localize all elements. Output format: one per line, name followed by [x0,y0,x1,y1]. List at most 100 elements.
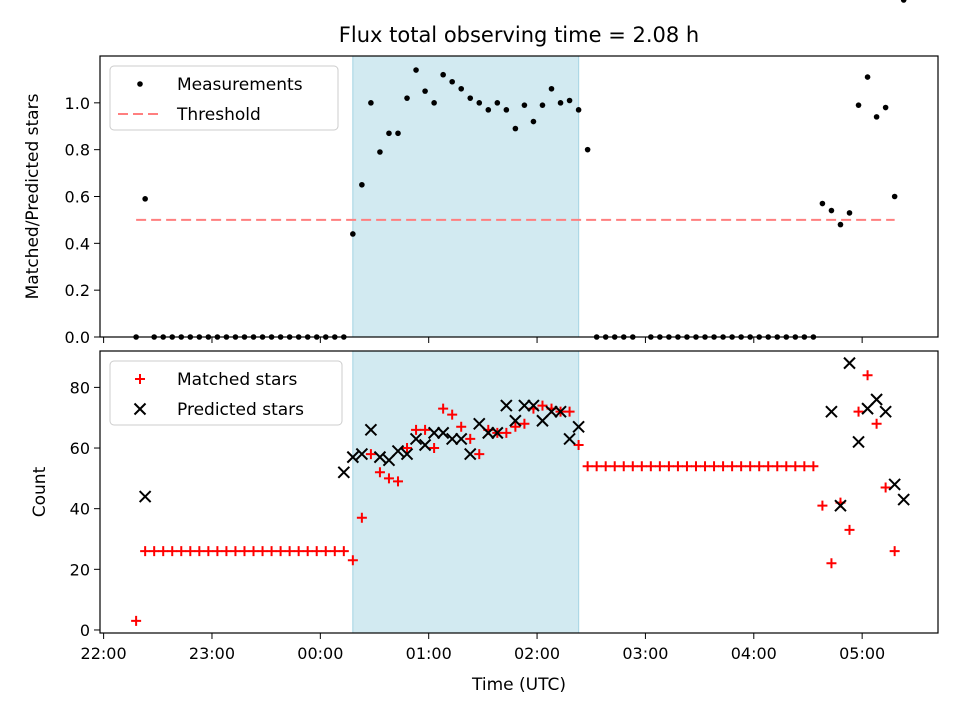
measurement-point [828,207,835,214]
measurement-point [846,210,853,216]
x-tick-label: 00:00 [297,644,343,663]
matched-stars-point [203,546,214,557]
legend-frame [109,65,339,131]
matched-stars-point [329,546,340,557]
matched-stars-point [140,546,151,557]
predicted-stars-point [409,432,423,446]
predicted-stars-point [500,399,513,412]
matched-stars-point [690,461,701,472]
measurement-point [386,130,392,137]
x-tick-label: 22:00 [81,644,127,663]
predicted-stars-point [427,426,441,440]
matched-stars-point [392,476,403,487]
matched-stars-point [636,461,647,472]
measurement-point [837,221,844,228]
measurement-point [584,146,591,153]
measurement-point [539,102,546,108]
x-tick-label: 04:00 [731,644,777,663]
matched-stars-point [591,461,602,472]
matched-stars-point [474,449,485,460]
matched-stars-point [889,546,900,557]
matched-stars-point [510,421,521,432]
y-tick-label: 80 [70,378,90,397]
legend-entry: Measurements [177,75,303,95]
matched-stars-point [853,406,864,417]
matched-stars-point [871,418,882,429]
matched-stars-point [420,424,431,435]
matched-stars-point [700,461,711,472]
predicted-stars-point [418,438,432,452]
legend: Measurements Threshold [109,65,339,131]
matched-stars-point [817,500,828,511]
matched-stars-point [221,546,232,557]
matched-stars-point [149,546,160,557]
matched-stars-point [654,461,665,472]
predicted-stars-point [518,399,531,412]
matched-stars-point [718,461,729,472]
y-tick-label: 0.8 [65,141,90,160]
predicted-stars-point [897,493,910,506]
measurement-point [566,97,573,104]
measurement-point [485,107,492,113]
measurement-point [476,100,483,106]
predicted-stars-point [445,432,459,446]
y-tick-label: 40 [70,500,90,519]
matched-stars-point [736,461,747,472]
y-axis-label: Count [30,466,50,517]
predicted-stars-point [355,447,369,461]
measurement-point [900,0,907,3]
matched-stars-point [465,433,476,444]
x-tick-label: 02:00 [514,644,560,663]
predicted-stars-point [545,405,558,418]
measurement-point [503,107,510,113]
y-tick-label: 20 [70,560,90,579]
matched-stars-point [781,461,792,472]
measurement-point [413,67,419,73]
matched-stars-point [826,558,837,569]
matched-stars-point [338,546,349,557]
measurement-point [557,100,564,106]
matched-stars-point [248,546,259,557]
predicted-stars-point [436,426,450,440]
x-tick-label: 23:00 [189,644,235,663]
matched-stars-point [772,461,783,472]
matched-stars-point [609,461,620,472]
matched-stars-point [402,443,413,454]
matched-stars-point [365,449,376,460]
predicted-stars-point [400,447,414,461]
matched-stars-point [374,467,385,478]
matched-stars-point [754,461,765,472]
matched-stars-point [573,440,584,450]
legend-predicted-swatch [133,402,147,416]
matched-stars-point [284,546,295,557]
shaded-region [352,351,579,633]
measurement-point [530,118,537,125]
matched-stars-point [501,427,512,438]
measurement-point [395,130,401,137]
predicted-stars-point [554,405,567,418]
matched-stars-point [311,546,322,557]
chart-title: Flux total observing time = 2.08 h [339,23,699,47]
matched-stars-point [799,461,810,472]
predicted-stars-point [509,414,522,427]
measurement-point [350,231,356,237]
predicted-stars-point [373,450,387,464]
measurement-point [422,88,428,94]
shaded-region [352,56,579,337]
plot-frame [99,55,939,338]
matched-stars-point [194,546,205,557]
predicted-stars-point [491,426,504,440]
lower-panel: 0 20 40 60 80 22:00 23:00 00:00 01:00 02:00 03:00 0… [30,351,939,663]
predicted-stars-point [879,405,892,418]
predicted-stars-series [138,356,910,512]
matched-stars-point [257,546,268,557]
matched-stars-point [519,418,530,429]
matched-stars-point [456,421,467,432]
measurement-point [548,85,555,92]
matched-stars-point [302,546,313,557]
matched-stars-point [185,546,196,557]
measurement-point [873,114,880,120]
measurement-point [142,196,148,202]
matched-stars-point [727,461,738,472]
matched-stars-point [212,546,223,557]
